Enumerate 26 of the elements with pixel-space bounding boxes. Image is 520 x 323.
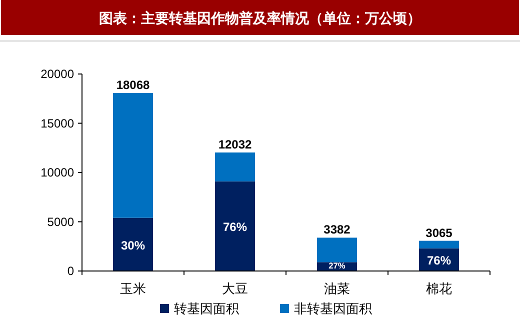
- chart-title: 图表：主要转基因作物普及率情况（单位：万公顷）: [99, 10, 421, 26]
- bar: [113, 93, 153, 218]
- legend-label: 非转基因面积: [294, 301, 372, 316]
- annotation: 30%: [120, 238, 146, 252]
- total-label: 3065: [426, 226, 453, 240]
- total-label: 3382: [324, 222, 351, 237]
- annotation: 76%: [426, 254, 452, 268]
- y-tick-label: 10000: [40, 166, 74, 180]
- legend-label: 转基因面积: [174, 301, 239, 316]
- x-tick-label: 油菜: [324, 281, 350, 296]
- total-label: 18068: [116, 78, 150, 92]
- bar: [317, 238, 357, 262]
- bar: [215, 181, 255, 271]
- x-tick-label: 大豆: [222, 281, 248, 296]
- y-tick-label: 15000: [40, 116, 74, 130]
- y-tick-label: 5000: [47, 214, 74, 229]
- bar: [113, 218, 153, 271]
- total-label: 12032: [218, 137, 252, 152]
- x-tick-label: 棉花: [426, 281, 452, 296]
- x-tick-label: 玉米: [120, 281, 146, 296]
- bar: [215, 152, 255, 182]
- annotation: 76%: [222, 220, 248, 234]
- bar: [419, 240, 459, 248]
- annotation: 27%: [328, 260, 346, 271]
- y-tick-label: 0: [67, 264, 74, 278]
- y-tick-label: 20000: [40, 67, 74, 81]
